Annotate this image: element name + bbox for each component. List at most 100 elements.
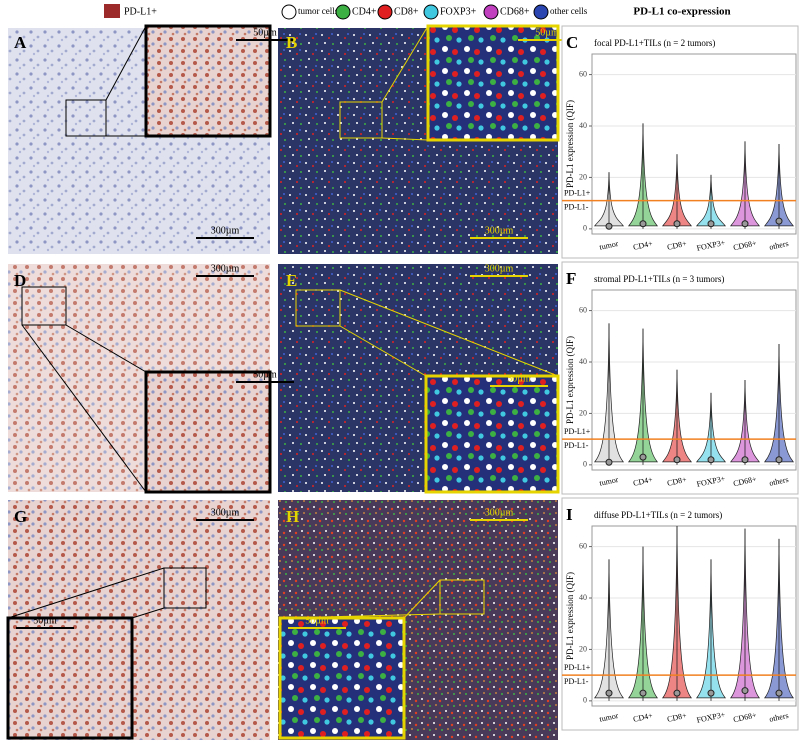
inset <box>426 24 560 142</box>
scale-bar-label: 300µm <box>211 507 240 518</box>
legend-swatch <box>483 4 499 20</box>
panel-letter: G <box>14 507 27 526</box>
threshold-label: PD-L1+ <box>564 427 591 436</box>
legend-swatch <box>281 4 297 20</box>
zoom-line <box>131 607 165 619</box>
legend-label: PD-L1+ <box>124 6 157 17</box>
zoom-line <box>381 137 429 141</box>
median-dot <box>741 220 749 228</box>
panel-letter: E <box>286 271 297 290</box>
y-tick-label: 0 <box>583 224 587 233</box>
x-tick-label: tumor <box>599 239 620 252</box>
legend-label: CD4+ <box>352 6 377 17</box>
panel-letter: I <box>566 505 573 524</box>
y-tick-label: 40 <box>579 121 587 130</box>
y-tick-label: 0 <box>583 460 587 469</box>
x-tick-label: tumor <box>599 711 620 724</box>
legend-label: CD68+ <box>500 6 530 17</box>
x-tick-label: CD4+ <box>632 475 654 488</box>
median-dot <box>775 689 783 697</box>
chart-subtitle: diffuse PD-L1+TILs (n = 2 tumors) <box>594 510 722 520</box>
panel-letter: D <box>14 271 26 290</box>
median-dot <box>673 456 681 464</box>
plot-area <box>591 525 797 707</box>
panel-letter: A <box>14 33 27 52</box>
image-panels <box>6 24 560 740</box>
scale-bar-label: 50µm <box>535 27 559 38</box>
scale-bar-label: 300µm <box>211 263 240 274</box>
inset <box>6 616 134 740</box>
panel-letter: H <box>286 507 299 526</box>
zoom-line <box>7 567 165 619</box>
median-dot <box>639 453 647 461</box>
roi-box <box>65 99 107 137</box>
zoom-line <box>65 324 147 373</box>
scale-bar-label: 300µm <box>211 225 240 236</box>
chart-subtitle: focal PD-L1+TILs (n = 2 tumors) <box>594 38 715 48</box>
roi-box <box>21 286 67 326</box>
scale-bar-label: 50µm <box>507 373 531 384</box>
median-dot <box>741 687 749 695</box>
zoom-line <box>21 324 147 493</box>
scale-bar-label: 50µm <box>33 615 57 626</box>
y-tick-label: 60 <box>579 541 587 550</box>
median-dot <box>741 456 749 464</box>
legend-label: CD8+ <box>394 6 419 17</box>
legend-swatch <box>104 4 120 18</box>
median-dot <box>639 689 647 697</box>
x-tick-label: others <box>768 239 789 252</box>
inset <box>278 616 406 740</box>
legend-swatch <box>423 4 439 20</box>
threshold-label: PD-L1- <box>564 202 589 211</box>
threshold-label: PD-L1- <box>564 677 589 686</box>
x-tick-label: CD4+ <box>632 239 654 252</box>
plot-area <box>591 53 797 235</box>
scale-bar-label: 300µm <box>485 507 514 518</box>
inset <box>144 24 272 138</box>
median-dot <box>775 217 783 225</box>
median-dot <box>605 222 613 230</box>
scale-bar-label: 50µm <box>305 615 329 626</box>
chart-subtitle: stromal PD-L1+TILs (n = 3 tumors) <box>594 274 724 284</box>
median-dot <box>673 689 681 697</box>
scale-bar-label: 300µm <box>485 263 514 274</box>
legend-label: tumor cells <box>298 6 339 16</box>
median-dot <box>605 689 613 697</box>
x-tick-label: others <box>768 475 789 488</box>
legend-swatch <box>533 4 549 20</box>
y-tick-label: 40 <box>579 593 587 602</box>
y-tick-label: 20 <box>579 172 587 181</box>
y-tick-label: 60 <box>579 305 587 314</box>
scale-bar-label: 50µm <box>253 369 277 380</box>
median-dot <box>673 220 681 228</box>
median-dot <box>707 689 715 697</box>
x-tick-label: tumor <box>599 475 620 488</box>
legend-label: other cells <box>550 6 588 16</box>
y-axis-label: PD-L1 expression (QIF) <box>565 100 575 188</box>
inset <box>144 370 272 494</box>
y-tick-label: 0 <box>583 696 587 705</box>
inset <box>424 374 560 494</box>
threshold-label: PD-L1+ <box>564 663 591 672</box>
y-tick-label: 20 <box>579 644 587 653</box>
y-tick-label: 20 <box>579 408 587 417</box>
roi-box <box>339 101 383 139</box>
panel-letter: F <box>566 269 576 288</box>
roi-box <box>295 289 341 327</box>
x-tick-label: others <box>768 711 789 724</box>
zoom-line <box>403 579 441 619</box>
median-dot <box>605 458 613 466</box>
x-tick-label: CD4+ <box>632 711 654 724</box>
x-tick-label: CD8+ <box>666 239 688 252</box>
zoom-line <box>339 325 427 377</box>
scale-bar-label: 50µm <box>253 27 277 38</box>
zoom-line <box>381 25 429 103</box>
legend-swatch <box>335 4 351 20</box>
median-dot <box>707 220 715 228</box>
y-tick-label: 40 <box>579 357 587 366</box>
threshold-label: PD-L1+ <box>564 188 591 197</box>
median-dot <box>639 220 647 228</box>
panel-letter: B <box>286 33 297 52</box>
legend-label: FOXP3+ <box>440 6 477 17</box>
